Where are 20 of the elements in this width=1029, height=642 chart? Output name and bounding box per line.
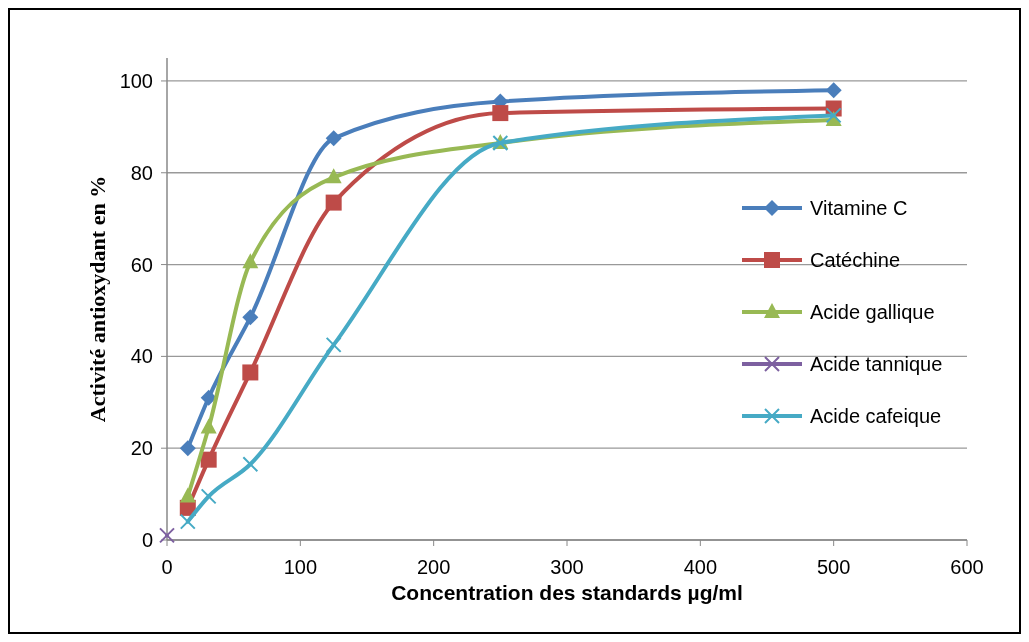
y-tick-label: 80 <box>130 161 153 184</box>
legend-label: Acide tannique <box>810 353 943 375</box>
y-tick-label: 0 <box>141 529 153 551</box>
y-tick-label: 60 <box>130 253 153 276</box>
x-axis-title: Concentration des standards µg/ml <box>391 581 743 604</box>
y-tick-label: 20 <box>130 437 153 460</box>
legend-label: Catéchine <box>810 249 901 271</box>
x-tick-label: 100 <box>283 556 318 578</box>
x-tick-label: 400 <box>683 556 718 578</box>
x-tick-label: 200 <box>416 556 451 578</box>
y-tick-label: 40 <box>130 345 153 368</box>
legend-label: Vitamine C <box>810 197 908 219</box>
x-tick-label: 300 <box>550 556 584 578</box>
y-tick-label: 100 <box>119 69 153 92</box>
y-axis-title: Activité antioxydant en % <box>85 175 110 423</box>
legend-label: Acide gallique <box>810 301 935 323</box>
x-tick-label: 500 <box>816 556 851 578</box>
x-tick-label: 600 <box>950 556 984 578</box>
x-tick-label: 0 <box>161 556 173 578</box>
legend-label: Acide cafeique <box>810 405 942 427</box>
